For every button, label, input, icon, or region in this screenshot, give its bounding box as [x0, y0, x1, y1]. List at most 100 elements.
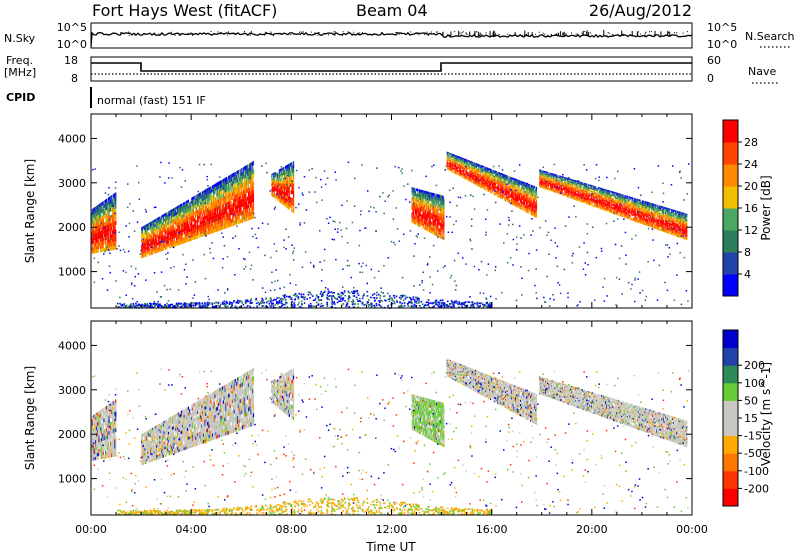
power-cell — [162, 229, 164, 233]
power-cell — [224, 185, 226, 189]
power-cell — [215, 186, 217, 191]
power-cell — [214, 218, 216, 222]
power-cell — [106, 232, 108, 237]
power-cell — [115, 229, 117, 234]
power-cell — [101, 209, 103, 213]
power-cell — [284, 203, 286, 207]
power-cell — [286, 165, 288, 169]
power-cell — [293, 198, 295, 202]
power-cell — [426, 199, 428, 203]
nsearch-dot — [381, 32, 383, 33]
power-cell — [197, 200, 199, 204]
power-cell — [107, 216, 109, 221]
power-cell — [431, 195, 433, 199]
power-cell — [227, 180, 229, 184]
power-cell — [105, 247, 107, 252]
power-cell — [288, 196, 290, 200]
power-cell — [177, 234, 179, 238]
power-cell — [196, 210, 198, 214]
power-cell — [248, 208, 250, 212]
power-cell — [246, 181, 248, 185]
power-cell — [182, 237, 184, 241]
power-cell — [210, 203, 212, 207]
power-cell — [95, 219, 97, 224]
power-cell — [280, 171, 282, 174]
power-cell — [182, 211, 184, 215]
power-cell — [280, 185, 282, 189]
power-cell — [414, 198, 417, 202]
power-cell — [177, 214, 179, 218]
power-cell — [273, 186, 275, 189]
power-cell — [438, 228, 440, 232]
power-cell — [109, 231, 111, 236]
power-cell — [205, 199, 207, 203]
power-cell — [200, 208, 202, 212]
power-cell — [535, 195, 538, 198]
power-cell — [171, 217, 173, 221]
power-cell — [423, 193, 425, 196]
power-cell — [415, 188, 417, 191]
nsearch-tick-bottom: 10^0 — [707, 38, 737, 51]
power-cell — [280, 190, 282, 194]
nsearch-dot — [400, 32, 402, 34]
power-cell — [438, 215, 440, 219]
power-cell — [155, 238, 157, 241]
power-cell — [197, 231, 199, 235]
power-cell — [428, 191, 430, 195]
power-cell — [419, 224, 422, 228]
power-cell — [272, 190, 274, 192]
power-cell — [99, 238, 101, 242]
power-cell — [286, 192, 288, 196]
power-cell — [243, 190, 245, 195]
power-cell — [214, 197, 216, 202]
power-cell — [221, 183, 223, 187]
power-cell — [535, 206, 538, 209]
power-cell — [146, 240, 149, 243]
power-cell — [91, 228, 93, 232]
power-cell — [156, 243, 158, 246]
power-cell — [197, 219, 199, 223]
power-cell — [188, 217, 190, 221]
power-cell — [272, 186, 274, 189]
nsearch-dot — [525, 33, 527, 35]
power-cell — [432, 216, 434, 220]
power-cell — [206, 215, 208, 219]
power-cell — [103, 240, 105, 245]
power-cell — [159, 234, 161, 237]
power-cell — [429, 224, 432, 227]
power-cell — [194, 195, 196, 199]
power-cell — [113, 217, 115, 222]
power-cell — [414, 221, 416, 225]
power-cell — [97, 225, 99, 229]
power-cell — [248, 199, 250, 204]
nsearch-dot — [498, 34, 500, 35]
power-cell — [290, 166, 292, 170]
power-cell — [218, 195, 220, 199]
nsearch-dot — [250, 31, 252, 33]
power-cell — [181, 212, 183, 216]
power-cell — [418, 202, 420, 206]
power-cell — [276, 181, 278, 184]
power-cell — [233, 176, 235, 180]
power-cell — [232, 172, 235, 177]
power-cell — [175, 215, 177, 219]
power-cell — [432, 213, 434, 217]
power-cell — [413, 187, 415, 191]
power-cell — [204, 189, 206, 193]
power-cell — [239, 219, 241, 224]
power-cell — [93, 230, 95, 234]
power-cell — [245, 165, 247, 170]
power-cell — [219, 205, 221, 210]
power-cell — [251, 194, 253, 199]
power-cell — [93, 240, 95, 244]
power-cell — [251, 182, 253, 187]
power-cell — [167, 233, 169, 236]
power-cell — [244, 166, 246, 170]
nsearch-dot — [383, 34, 385, 36]
power-cell — [216, 221, 218, 225]
power-cell — [420, 214, 422, 217]
power-cell — [151, 247, 153, 250]
power-cell — [287, 189, 289, 193]
power-cell — [229, 208, 231, 212]
power-cell — [152, 234, 154, 238]
